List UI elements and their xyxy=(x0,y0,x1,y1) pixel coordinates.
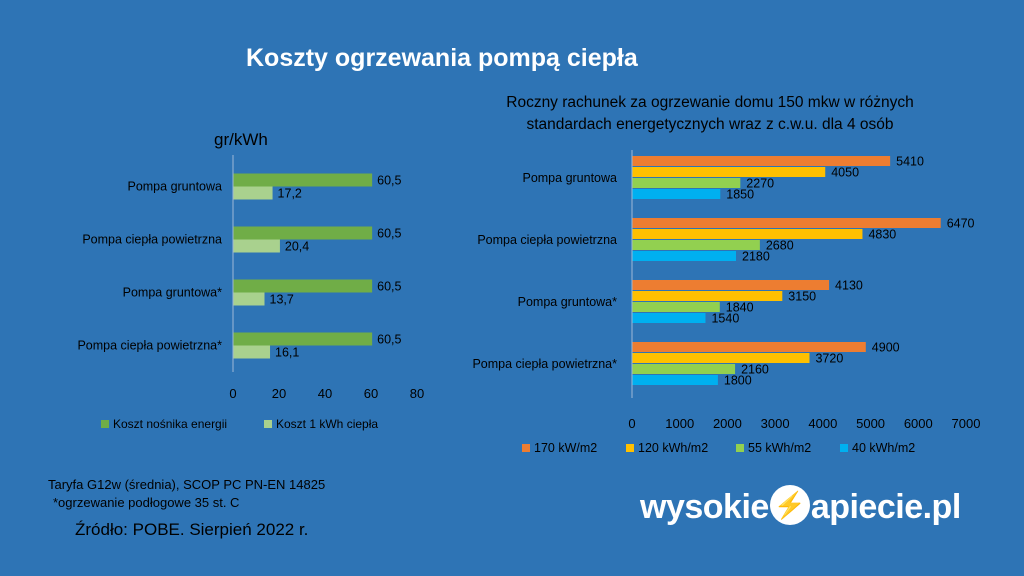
right-data-label: 4130 xyxy=(835,279,863,293)
right-bar xyxy=(632,189,721,199)
left-legend-swatch xyxy=(101,420,109,428)
logo-text-right: apiecie.pl xyxy=(810,488,961,526)
left-bar xyxy=(233,279,373,293)
right-bar xyxy=(632,280,830,290)
right-chart-title-line: standardach energetycznych wraz z c.w.u.… xyxy=(526,116,894,133)
right-chart-title: Roczny rachunek za ogrzewanie domu 150 m… xyxy=(490,92,930,136)
right-x-tick-label: 2000 xyxy=(713,416,742,431)
right-x-tick-label: 1000 xyxy=(665,416,694,431)
floor-heating-note: *ogrzewanie podłogowe 35 st. C xyxy=(53,495,240,510)
right-category-label: Pompa gruntowa* xyxy=(518,295,618,309)
right-data-label: 6470 xyxy=(947,217,975,231)
right-bar xyxy=(632,375,718,385)
right-bar xyxy=(632,364,736,374)
logo-text-left: wysokie xyxy=(640,488,769,526)
right-data-label: 1800 xyxy=(724,374,752,388)
right-legend-swatch xyxy=(840,444,848,452)
left-category-label: Pompa ciepła powietrzna xyxy=(82,233,222,247)
right-legend-label: 120 kWh/m2 xyxy=(638,441,708,455)
right-bar xyxy=(632,291,783,301)
right-category-label: Pompa ciepła powietrzna xyxy=(477,233,617,247)
right-data-label: 2180 xyxy=(742,250,770,264)
right-data-label: 4830 xyxy=(868,228,896,242)
left-bar xyxy=(233,332,373,346)
right-data-label: 3720 xyxy=(815,352,843,366)
left-x-tick-label: 20 xyxy=(272,386,286,401)
left-legend-label: Koszt nośnika energii xyxy=(113,417,227,431)
right-data-label: 1840 xyxy=(726,301,754,315)
left-data-label: 60,5 xyxy=(377,280,401,294)
left-bar xyxy=(233,345,271,359)
right-bar xyxy=(632,302,720,312)
page-title: Koszty ogrzewania pompą ciepła xyxy=(246,44,638,72)
right-x-tick-label: 0 xyxy=(628,416,635,431)
left-x-tick-label: 80 xyxy=(410,386,424,401)
left-data-label: 60,5 xyxy=(377,174,401,188)
site-logo: wysokie ⚡ apiecie.pl xyxy=(640,485,961,529)
left-category-label: Pompa gruntowa* xyxy=(123,286,223,300)
right-bar xyxy=(632,240,760,250)
left-data-label: 60,5 xyxy=(377,333,401,347)
left-bar xyxy=(233,239,280,253)
right-legend-label: 40 kWh/m2 xyxy=(852,441,915,455)
right-data-label: 2680 xyxy=(766,239,794,253)
left-data-label: 20,4 xyxy=(285,240,309,254)
right-chart-title-line: Roczny rachunek za ogrzewanie domu 150 m… xyxy=(506,94,914,111)
left-legend-swatch xyxy=(264,420,272,428)
left-data-label: 13,7 xyxy=(270,293,294,307)
left-bar xyxy=(233,292,265,306)
right-legend-swatch xyxy=(736,444,744,452)
right-data-label: 1540 xyxy=(711,312,739,326)
left-data-label: 17,2 xyxy=(278,187,302,201)
right-x-tick-label: 7000 xyxy=(952,416,981,431)
right-data-label: 4050 xyxy=(831,166,859,180)
right-bar xyxy=(632,342,866,352)
right-bar xyxy=(632,167,826,177)
left-data-label: 60,5 xyxy=(377,227,401,241)
lightning-bolt-icon: ⚡ xyxy=(769,485,810,526)
right-category-label: Pompa ciepła powietrzna* xyxy=(472,357,617,371)
right-bar xyxy=(632,251,737,261)
left-bar xyxy=(233,186,273,200)
right-data-label: 4900 xyxy=(872,341,900,355)
left-x-tick-label: 0 xyxy=(229,386,236,401)
source-note: Źródło: POBE. Sierpień 2022 r. xyxy=(75,520,309,539)
left-legend-label: Koszt 1 kWh ciepła xyxy=(276,417,378,431)
right-bar xyxy=(632,353,810,363)
right-legend-swatch xyxy=(626,444,634,452)
right-bar xyxy=(632,156,891,166)
left-category-label: Pompa gruntowa xyxy=(127,180,222,194)
left-x-tick-label: 60 xyxy=(364,386,378,401)
left-bar xyxy=(233,173,373,187)
right-category-label: Pompa gruntowa xyxy=(522,171,617,185)
right-data-label: 3150 xyxy=(788,290,816,304)
right-bar xyxy=(632,313,706,323)
right-x-tick-label: 3000 xyxy=(761,416,790,431)
left-bar xyxy=(233,226,373,240)
left-chart-unit-label: gr/kWh xyxy=(214,130,268,149)
right-x-tick-label: 6000 xyxy=(904,416,933,431)
right-data-label: 2270 xyxy=(746,177,774,191)
right-data-label: 5410 xyxy=(896,155,924,169)
right-bar xyxy=(632,178,741,188)
left-data-label: 16,1 xyxy=(275,346,299,360)
right-legend-label: 55 kWh/m2 xyxy=(748,441,811,455)
right-bar xyxy=(632,218,941,228)
right-data-label: 1850 xyxy=(726,188,754,202)
right-legend-swatch xyxy=(522,444,530,452)
right-bar xyxy=(632,229,863,239)
right-legend-label: 170 kW/m2 xyxy=(534,441,597,455)
left-x-tick-label: 40 xyxy=(318,386,332,401)
left-category-label: Pompa ciepła powietrzna* xyxy=(77,339,222,353)
tariff-note: Taryfa G12w (średnia), SCOP PC PN-EN 148… xyxy=(48,477,326,492)
right-x-tick-label: 4000 xyxy=(808,416,837,431)
right-data-label: 2160 xyxy=(741,363,769,377)
right-x-tick-label: 5000 xyxy=(856,416,885,431)
